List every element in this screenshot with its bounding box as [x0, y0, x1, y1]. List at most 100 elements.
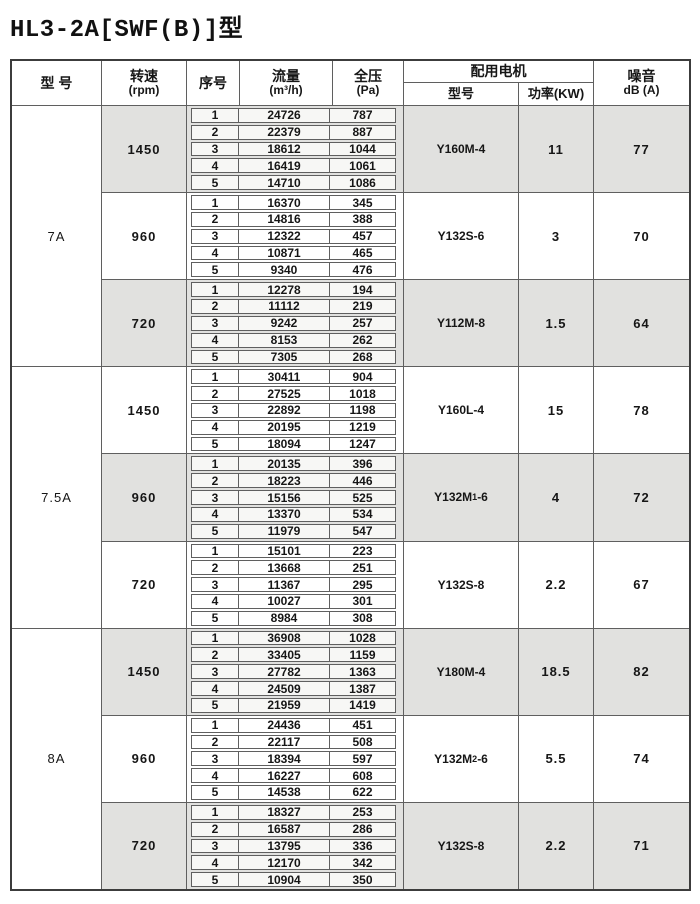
motor-model-text: Y112M-8: [436, 316, 486, 331]
data-row: 4 16419 1061: [191, 158, 396, 174]
motor-power-cell: 2.2: [519, 802, 594, 889]
pressure-cell: 608: [352, 768, 373, 783]
serial-cell: 5: [192, 263, 239, 277]
speed-cell: 960: [102, 715, 187, 802]
header-motor-group-label: 配用电机: [404, 61, 593, 83]
data-row: 1 30411 904: [191, 369, 396, 385]
data-row: 2 22379 887: [191, 124, 396, 140]
pressure-cell: 295: [352, 577, 373, 592]
data-row: 3 9242 257: [191, 315, 396, 331]
motor-model-text: Y132S-8: [437, 838, 485, 853]
flow-cell: 12170: [239, 856, 330, 870]
pressure-cell: 350: [352, 872, 373, 887]
serial-cell: 3: [192, 491, 239, 504]
model-cell: 8A: [12, 627, 101, 889]
data-row: 2 13668 251: [191, 560, 396, 576]
noise-cell: 78: [633, 402, 650, 418]
speed-cell: 720: [102, 541, 187, 628]
noise-cell: 64: [633, 315, 650, 331]
serial-cell: 4: [192, 420, 239, 434]
serial-cell: 1: [192, 283, 239, 297]
flow-cell: 15156: [239, 491, 330, 504]
serial-cell: 2: [192, 387, 239, 400]
data-row: 5 8984 308: [191, 610, 396, 626]
speed-block: 1450 1 30411 904 2 27525 1018 3 22892 1198 4 20195 1…: [102, 366, 689, 454]
pressure-cell: 457: [352, 229, 373, 244]
serial-cell: 4: [192, 159, 239, 173]
motor-model-cell: Y160L-4: [404, 367, 519, 454]
flow-cell: 18094: [239, 437, 330, 451]
flow-subtable: 1 36908 1028 2 33405 1159 3 27782 1363 4 24509 1387…: [187, 628, 404, 715]
pressure-cell: 1044: [349, 142, 376, 157]
data-row: 4 20195 1219: [191, 419, 396, 435]
motor-model-cell: Y112M-8: [404, 280, 519, 367]
header-speed: 转速 (rpm): [102, 61, 187, 105]
flow-cell: 22892: [239, 403, 330, 417]
header-motor-group: 配用电机 型号 功率(KW): [404, 61, 594, 105]
serial-cell: 2: [192, 822, 239, 836]
serial-cell: 1: [192, 370, 239, 384]
speed-cell: 1450: [102, 628, 187, 715]
motor-model-text: Y132M: [434, 490, 473, 505]
flow-cell: 10027: [239, 595, 330, 608]
motor-model-text: Y132S-8: [437, 577, 485, 592]
pressure-cell: 508: [352, 735, 373, 749]
serial-cell: 4: [192, 246, 239, 260]
data-row: 5 7305 268: [191, 349, 396, 365]
header-flow-label: 流量: [272, 68, 300, 85]
model-column: 7A 7.5A 8A: [12, 106, 102, 889]
data-row: 3 18394 597: [191, 751, 396, 767]
pressure-cell: 1159: [349, 647, 376, 662]
motor-power-cell: 1.5: [519, 280, 594, 367]
flow-cell: 22117: [239, 735, 330, 749]
flow-cell: 18327: [239, 805, 330, 819]
serial-cell: 3: [192, 403, 239, 417]
speed-cell: 1450: [102, 106, 187, 193]
serial-cell: 4: [192, 769, 239, 783]
flow-cell: 22379: [239, 125, 330, 139]
serial-cell: 4: [192, 682, 239, 695]
pressure-cell: 525: [352, 490, 373, 505]
serial-cell: 4: [192, 856, 239, 870]
flow-cell: 11979: [239, 524, 330, 538]
header-serial: 序号: [187, 61, 240, 105]
data-row: 5 11979 547: [191, 523, 396, 539]
motor-power-cell: 5.5: [519, 715, 594, 802]
noise-cell: 70: [633, 228, 650, 244]
header-pressure-unit: (Pa): [356, 83, 380, 98]
motor-model-cell: Y132M 2 -6: [404, 715, 519, 802]
data-row: 3 22892 1198: [191, 402, 396, 418]
flow-subtable: 1 30411 904 2 27525 1018 3 22892 1198 4 20195 1219 5…: [187, 367, 404, 454]
pressure-cell: 219: [352, 299, 373, 314]
pressure-cell: 301: [352, 594, 373, 609]
speed-cell: 960: [102, 454, 187, 541]
data-row: 1 12278 194: [191, 282, 396, 298]
flow-cell: 10904: [239, 873, 330, 887]
header-noise-label: 噪音: [627, 68, 656, 85]
pressure-cell: 446: [352, 473, 373, 488]
data-row: 5 21959 1419: [191, 697, 396, 713]
pressure-cell: 1086: [349, 175, 376, 190]
flow-cell: 16370: [239, 196, 330, 209]
data-row: 1 24726 787: [191, 108, 396, 123]
table-body: 7A 7.5A 8A 1450 1 24726 787 2 22379 887 3 18612 104…: [12, 106, 689, 889]
flow-cell: 24726: [239, 109, 330, 122]
flow-cell: 12322: [239, 229, 330, 243]
flow-cell: 14538: [239, 786, 330, 799]
data-row: 3 12322 457: [191, 228, 396, 244]
serial-cell: 1: [192, 196, 239, 209]
serial-cell: 3: [192, 839, 239, 853]
motor-model-suffix: -6: [477, 751, 488, 766]
data-row: 2 11112 219: [191, 299, 396, 314]
serial-cell: 2: [192, 561, 239, 575]
flow-cell: 13370: [239, 507, 330, 521]
flow-cell: 15101: [239, 544, 330, 558]
pressure-cell: 1219: [349, 420, 376, 435]
pressure-cell: 465: [352, 246, 373, 260]
motor-power-cell: 4: [519, 454, 594, 541]
serial-cell: 2: [192, 648, 239, 662]
serial-cell: 5: [192, 437, 239, 451]
flow-cell: 18223: [239, 474, 330, 488]
pressure-cell: 388: [352, 212, 373, 227]
serial-cell: 5: [192, 698, 239, 712]
